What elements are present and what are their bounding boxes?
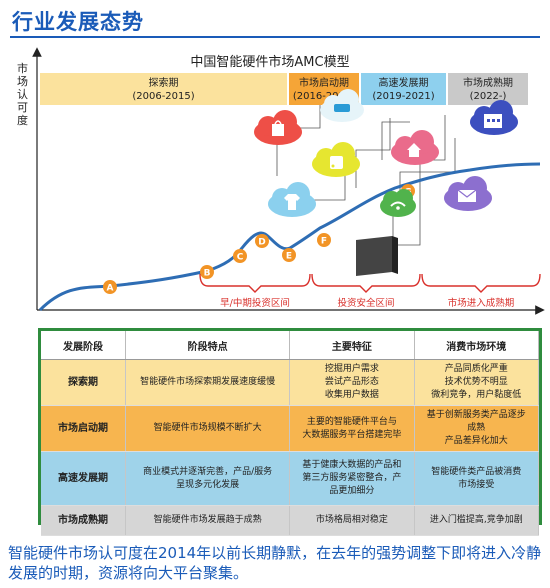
zone-1: 早/中期投资区间	[199, 273, 311, 309]
page-title: 行业发展态势	[12, 10, 144, 34]
connector-line	[381, 121, 410, 160]
phase-name: 高速发展期	[379, 76, 429, 89]
cloud-home	[391, 130, 439, 165]
phase-1: 探索期 (2006-2015)	[40, 73, 287, 105]
table-header-row: 发展阶段 阶段特点 主要特征 消费市场环境	[41, 331, 540, 360]
title-divider	[10, 36, 540, 38]
consumer-cell: 智能硬件类产品被消费 市场接受	[414, 451, 540, 506]
zone-label: 市场进入成熟期	[448, 297, 515, 309]
feature-cell: 智能硬件市场探索期发展速度缓慢	[125, 359, 291, 406]
phase-years: (2019-2021)	[372, 91, 434, 102]
cloud-shopping-bag	[254, 110, 302, 145]
zone-label: 早/中期投资区间	[220, 297, 290, 309]
point-B: B	[200, 265, 214, 279]
connector-line	[399, 138, 456, 195]
diagram-title: 中国智能硬件市场AMC模型	[190, 54, 349, 70]
phase-years: (2006-2015)	[132, 91, 194, 102]
phase-name: 市场成熟期	[463, 76, 513, 89]
header-main: 主要特征	[289, 331, 415, 360]
point-E: E	[282, 248, 296, 262]
stage-cell: 高速发展期	[41, 451, 127, 506]
phase-3: 高速发展期 (2019-2021)	[361, 73, 446, 105]
point-A: A	[103, 280, 117, 294]
cloud-calendar	[470, 100, 518, 135]
stage-table-container: 发展阶段 阶段特点 主要特征 消费市场环境 探索期 智能硬件市场探索期发展速度缓慢…	[38, 328, 542, 536]
svg-text:D: D	[258, 238, 265, 248]
svg-text:A: A	[107, 284, 114, 294]
main-feature-cell: 挖掘用户需求 尝试产品形态 收集用户数据	[289, 359, 415, 406]
svg-text:C: C	[237, 253, 244, 263]
stage-cell: 市场成熟期	[41, 505, 127, 536]
header-feature: 阶段特点	[125, 331, 291, 360]
main-feature-cell: 基于健康大数据的产品和 第三方服务紧密整合，产 品更加细分	[289, 451, 415, 506]
amc-model-diagram: 中国智能硬件市场AMC模型 探索期 (2006-2015) 市场启动期 (2016-2…	[32, 47, 545, 315]
phase-name: 市场启动期	[299, 76, 349, 89]
table-row: 探索期 智能硬件市场探索期发展速度缓慢 挖掘用户需求 尝试产品形态 收集用户数据 产品同质…	[41, 359, 540, 406]
cloud-car	[320, 89, 364, 122]
phase-years: (2022-)	[470, 91, 507, 102]
feature-cell: 智能硬件市场规模不断扩大	[125, 405, 291, 452]
stage-cell: 探索期	[41, 359, 127, 406]
header-consumer: 消费市场环境	[414, 331, 540, 360]
shopping-bag-icon	[272, 124, 284, 136]
stage-cell: 市场启动期	[41, 405, 127, 452]
connector-line	[355, 118, 391, 188]
consumer-cell: 产品同质化严重 技术优势不明显 微利竞争，用户黏度低	[414, 359, 540, 406]
y-axis-label: 市场认可度	[17, 62, 28, 127]
table-row: 市场成熟期 智能硬件市场发展趋于成熟 市场格局相对稳定 进入门槛提高,竞争加剧	[41, 505, 540, 536]
point-F: F	[317, 233, 331, 247]
cloud-shirt	[268, 182, 316, 217]
phase-name: 探索期	[149, 76, 179, 89]
header-stage: 发展阶段	[41, 331, 127, 360]
wifi-icon	[390, 201, 406, 207]
point-D: D	[255, 234, 269, 248]
market-curve	[38, 162, 541, 312]
screen-device	[356, 236, 398, 276]
summary-caption: 智能硬件市场认可度在2014年以前长期静默，在去年的强势调整下即将进入冷静发展的…	[8, 544, 542, 582]
consumer-cell: 基于创新服务类产品逐步 成熟 产品差异化加大	[414, 405, 540, 452]
main-feature-cell: 市场格局相对稳定	[289, 505, 415, 536]
feature-cell: 商业模式并逐渐完善，产品/服务 呈现多元化发展	[125, 451, 291, 506]
svg-text:F: F	[321, 237, 327, 247]
stage-table: 发展阶段 阶段特点 主要特征 消费市场环境 探索期 智能硬件市场探索期发展速度缓慢…	[41, 331, 540, 536]
cloud-wifi	[380, 189, 416, 217]
phase-years: (2016-2018)	[293, 91, 355, 102]
zone-label: 投资安全区间	[337, 297, 394, 309]
svg-text:B: B	[204, 269, 211, 279]
point-C: C	[233, 249, 247, 263]
table-row: 市场启动期 智能硬件市场规模不断扩大 主要的智能硬件平台与 大数据服务平台搭建完毕 基于…	[41, 405, 540, 452]
main-feature-cell: 主要的智能硬件平台与 大数据服务平台搭建完毕	[289, 405, 415, 452]
svg-text:E: E	[286, 252, 292, 262]
zone-3: 市场进入成熟期	[421, 273, 541, 309]
consumer-cell: 进入门槛提高,竞争加剧	[414, 505, 540, 536]
zone-2: 投资安全区间	[311, 273, 421, 309]
table-row: 高速发展期 商业模式并逐渐完善，产品/服务 呈现多元化发展 基于健康大数据的产品和 第三…	[41, 451, 540, 506]
cloud-email	[444, 176, 492, 211]
cloud-rss	[312, 142, 360, 177]
car-icon	[334, 104, 350, 112]
home-icon	[407, 143, 421, 157]
shirt-icon	[284, 194, 300, 210]
phase-4: 市场成熟期 (2022-)	[448, 73, 528, 105]
connector-line	[392, 190, 421, 246]
feature-cell: 智能硬件市场发展趋于成熟	[125, 505, 291, 536]
